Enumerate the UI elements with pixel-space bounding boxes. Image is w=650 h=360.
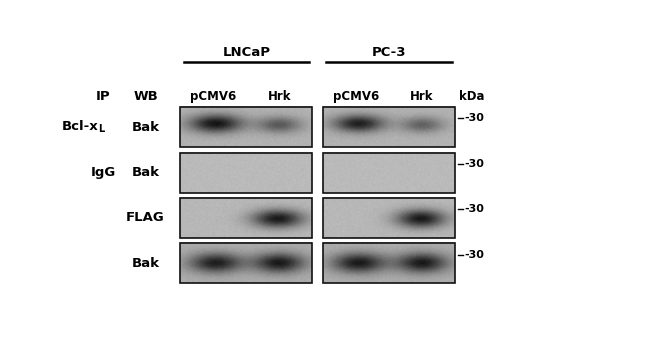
- Text: L: L: [98, 124, 105, 134]
- Bar: [181, 153, 312, 193]
- Text: Hrk: Hrk: [268, 90, 291, 103]
- Bar: [181, 243, 312, 283]
- Text: kDa: kDa: [460, 90, 485, 103]
- Text: FLAG: FLAG: [126, 211, 165, 225]
- Text: Bak: Bak: [131, 166, 160, 179]
- Text: -30: -30: [464, 113, 484, 123]
- Bar: [323, 107, 455, 147]
- Text: IgG: IgG: [90, 166, 116, 179]
- Text: WB: WB: [133, 90, 158, 103]
- Text: Hrk: Hrk: [410, 90, 434, 103]
- Text: LNCaP: LNCaP: [222, 46, 270, 59]
- Text: PC-3: PC-3: [372, 46, 406, 59]
- Bar: [323, 153, 455, 193]
- Text: Bak: Bak: [131, 121, 160, 134]
- Bar: [181, 107, 312, 147]
- Text: -30: -30: [464, 204, 484, 214]
- Text: pCMV6: pCMV6: [333, 90, 379, 103]
- Bar: [181, 198, 312, 238]
- Text: -30: -30: [464, 249, 484, 260]
- Text: IP: IP: [96, 90, 111, 103]
- Text: Bak: Bak: [131, 257, 160, 270]
- Bar: [323, 198, 455, 238]
- Text: -30: -30: [464, 159, 484, 169]
- Text: Bcl-x: Bcl-x: [62, 120, 98, 133]
- Text: pCMV6: pCMV6: [190, 90, 237, 103]
- Bar: [323, 243, 455, 283]
